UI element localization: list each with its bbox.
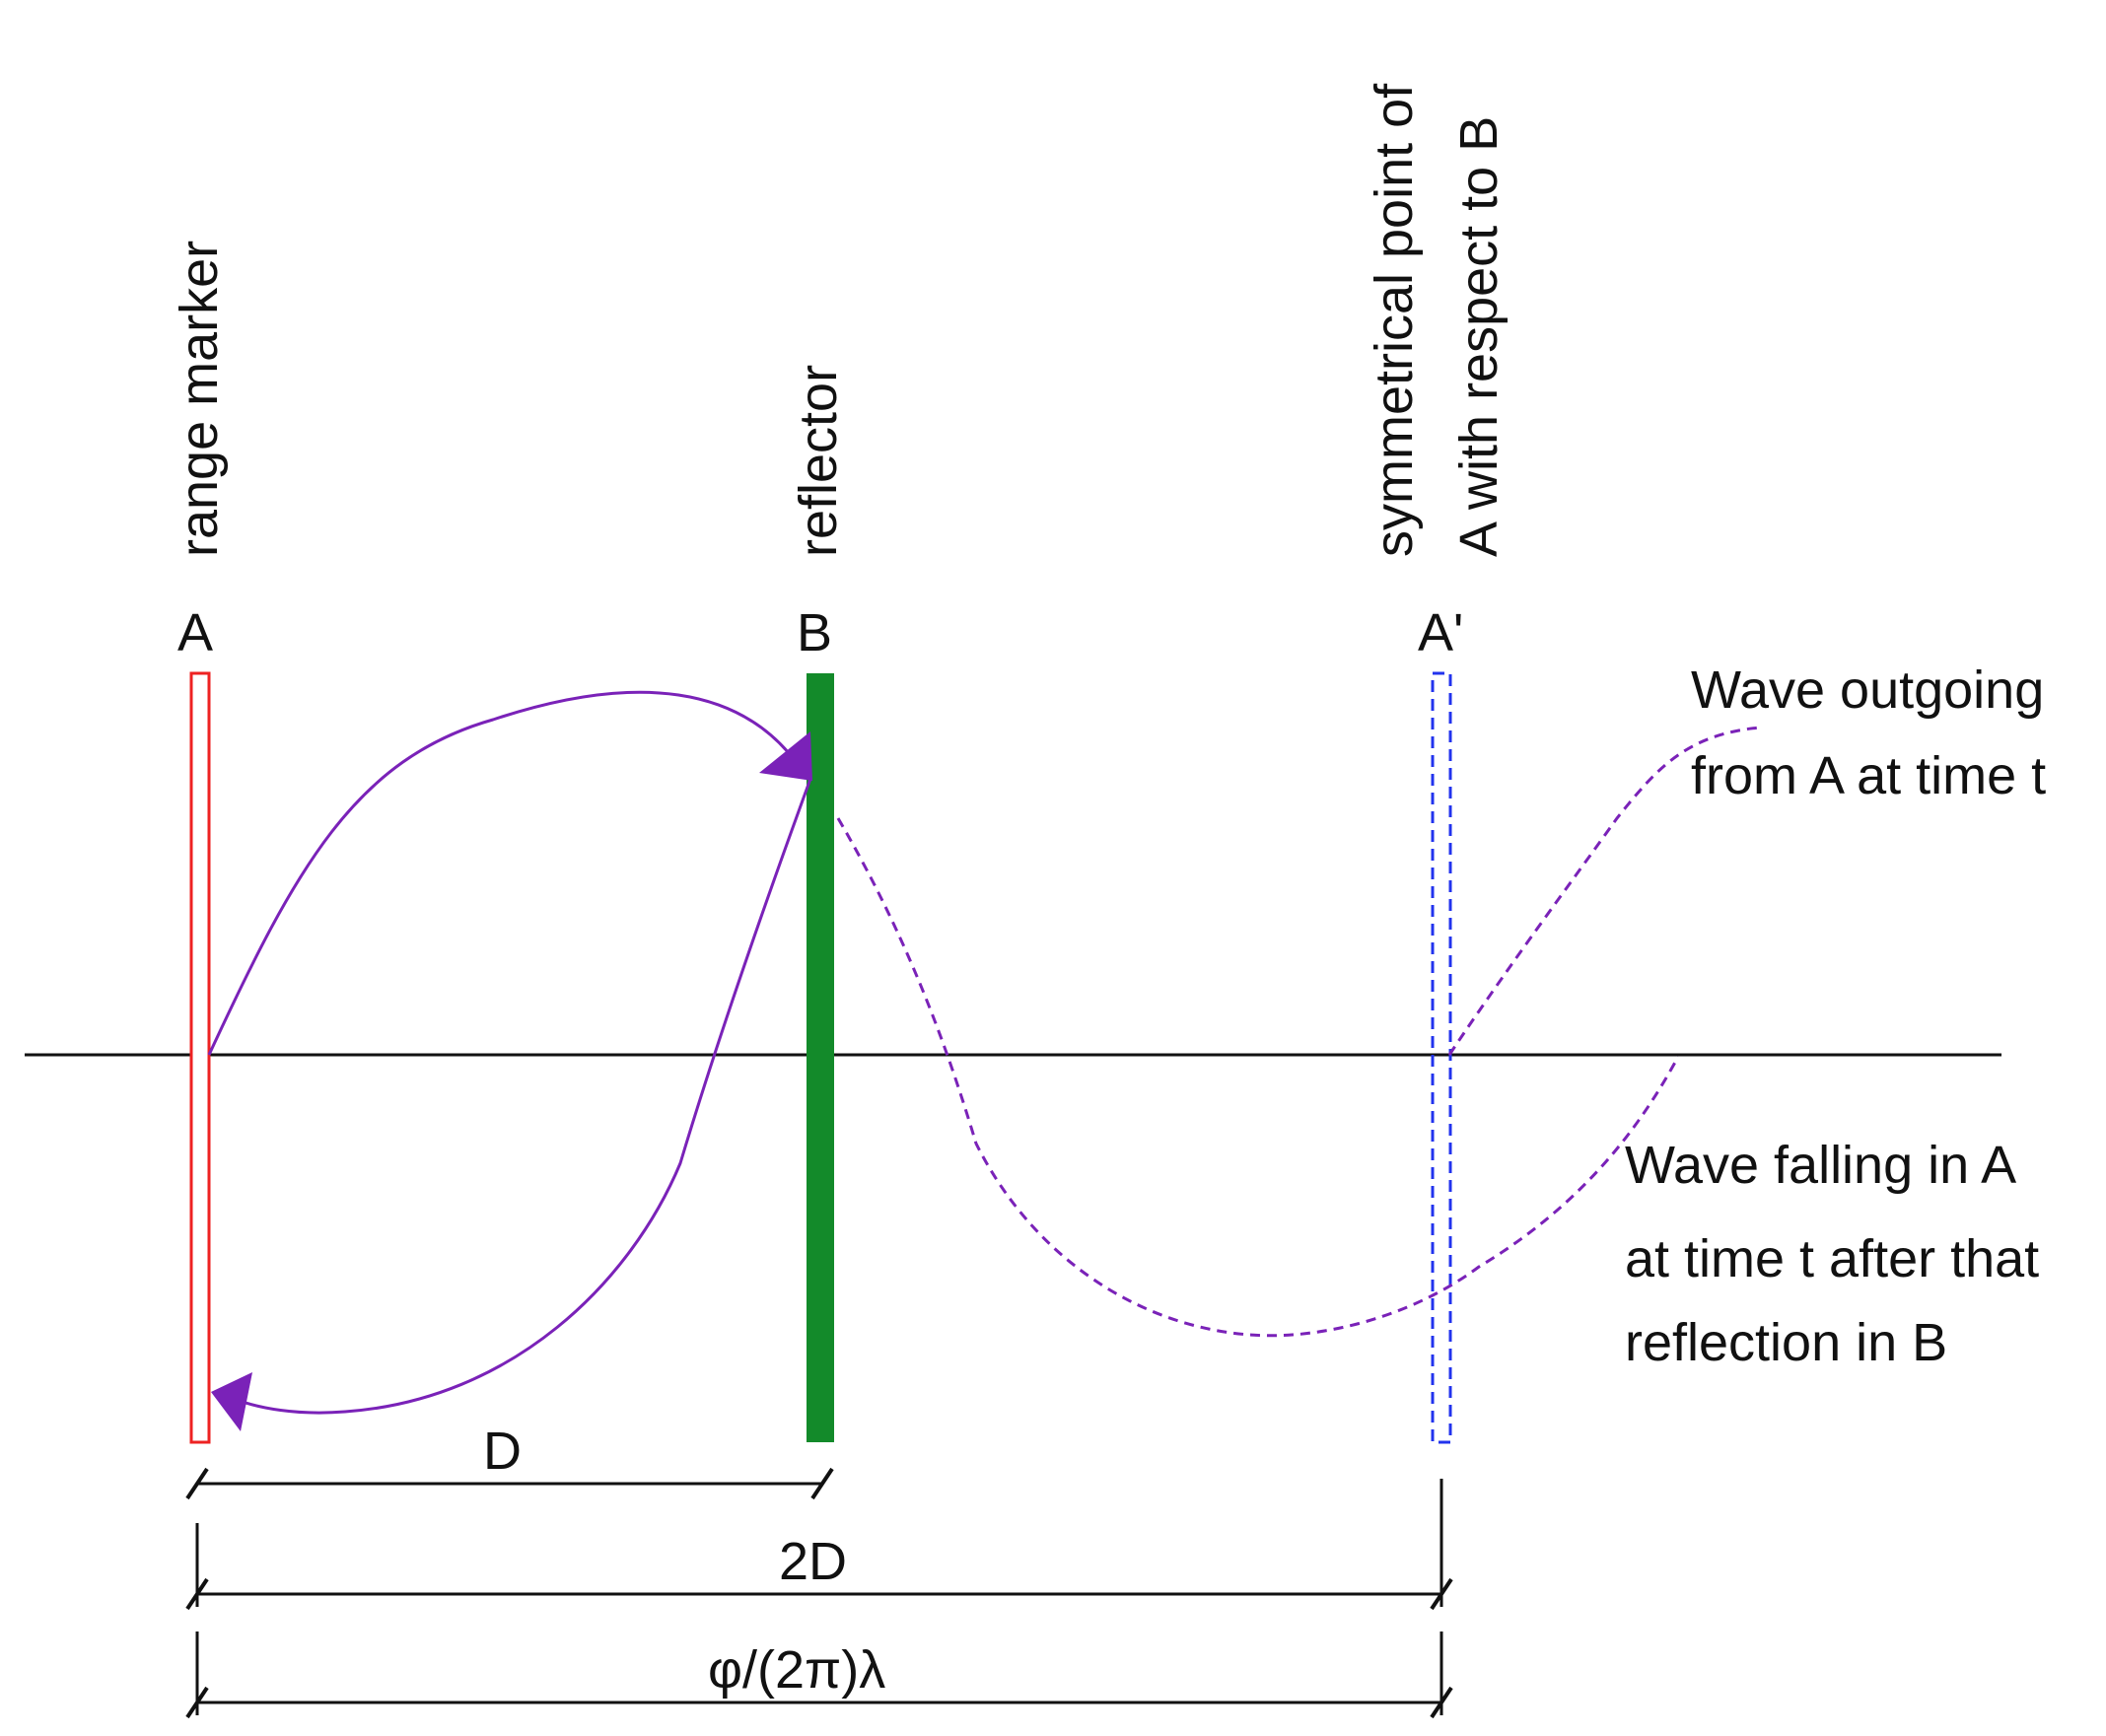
range-marker-label: range marker (170, 241, 229, 557)
range-marker-a (189, 671, 211, 1444)
dim-d-tick-left (185, 1467, 209, 1500)
symmetrical-point-label-line1: symmetrical point of (1365, 83, 1424, 557)
falling-wave-label-line2: at time t after that (1625, 1229, 2039, 1288)
dim-d-label: D (483, 1422, 522, 1481)
point-b-label: B (797, 603, 832, 662)
dim-2d-tick-right (1430, 1577, 1453, 1611)
dim-2d-label: 2D (779, 1532, 847, 1591)
dim-phase-tick-right (1430, 1686, 1453, 1719)
outgoing-wave-arrowhead (759, 731, 812, 781)
reflector-b (807, 673, 834, 1442)
point-a-prime-label: A' (1418, 603, 1463, 662)
falling-wave-label-line1: Wave falling in A (1625, 1136, 2016, 1195)
reflected-wave-arrowhead (211, 1372, 252, 1431)
dim-phase-label: φ/(2π)λ (708, 1640, 885, 1700)
outgoing-wave-path (207, 690, 796, 1056)
outgoing-wave-label-line2: from A at time t (1691, 746, 2046, 805)
outgoing-wave-label-line1: Wave outgoing (1691, 660, 2044, 720)
falling-wave-dashed-path (836, 817, 1680, 1338)
dim-d-tick-right (810, 1467, 834, 1500)
symmetrical-point-label-line2: A with respect to B (1449, 116, 1509, 557)
dim-phase-tick-left (185, 1686, 209, 1719)
symmetric-marker-a-prime (1431, 671, 1452, 1444)
outgoing-wave-dashed-path (1447, 726, 1761, 1056)
reflected-wave-path (236, 778, 812, 1415)
falling-wave-label-line3: reflection in B (1625, 1313, 1947, 1372)
dim-2d-tick-left (185, 1577, 209, 1611)
reflector-label: reflector (789, 365, 848, 557)
point-a-label: A (177, 603, 213, 662)
